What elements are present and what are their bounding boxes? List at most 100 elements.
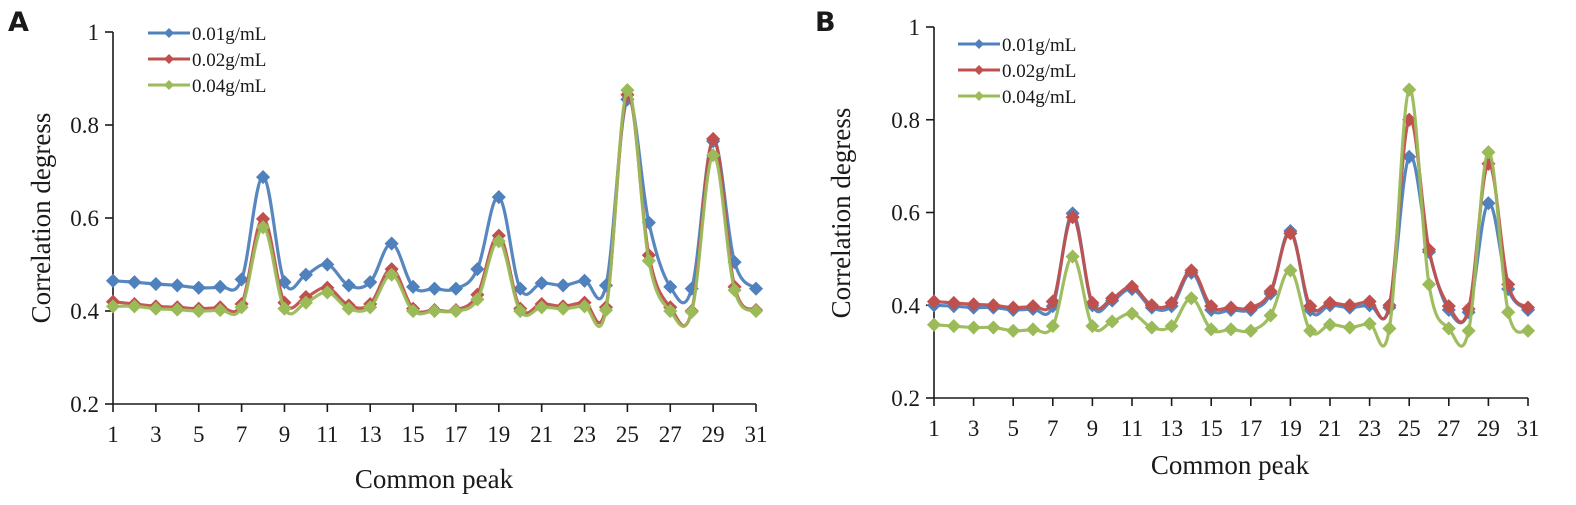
data-point-marker bbox=[986, 320, 1001, 335]
legend-marker-icon bbox=[164, 28, 174, 38]
x-tick-label-a: 21 bbox=[530, 422, 553, 447]
legend-item: 0.04g/mL bbox=[148, 76, 266, 97]
data-point-marker bbox=[298, 295, 313, 310]
data-point-marker bbox=[170, 302, 185, 317]
y-axis-title-a: Correlation degress bbox=[26, 113, 56, 324]
data-point-marker bbox=[234, 272, 249, 287]
data-point-marker bbox=[1085, 295, 1100, 310]
data-point-marker bbox=[1402, 82, 1417, 97]
x-tick-label-b: 5 bbox=[1007, 416, 1019, 441]
data-point-marker bbox=[448, 281, 463, 296]
series-line bbox=[112, 93, 758, 328]
data-point-marker bbox=[1204, 322, 1219, 337]
data-point-marker bbox=[1362, 316, 1377, 331]
legend-item: 0.01g/mL bbox=[148, 24, 266, 45]
data-point-marker bbox=[620, 83, 635, 98]
data-point-marker bbox=[1243, 323, 1258, 338]
data-point-marker bbox=[1065, 249, 1080, 264]
data-point-marker bbox=[1303, 323, 1318, 338]
x-tick-label-a: 29 bbox=[702, 422, 725, 447]
data-point-marker bbox=[1322, 295, 1338, 310]
legend-marker-icon bbox=[974, 91, 984, 101]
data-point-marker bbox=[513, 281, 528, 296]
data-point-marker bbox=[706, 148, 721, 163]
x-tick-label-a: 9 bbox=[279, 422, 291, 447]
data-point-marker bbox=[170, 278, 185, 293]
data-point-marker bbox=[1105, 314, 1120, 329]
panel-label-b: B bbox=[815, 7, 836, 38]
data-point-marker bbox=[341, 301, 356, 316]
x-tick-label-b: 19 bbox=[1279, 416, 1302, 441]
x-tick-label-a: 23 bbox=[573, 422, 596, 447]
series-line bbox=[112, 97, 758, 305]
legend-marker-icon bbox=[974, 39, 984, 49]
data-point-marker bbox=[1045, 319, 1060, 334]
y-tick-label-b: 0.4 bbox=[891, 293, 920, 318]
data-point-marker bbox=[427, 281, 442, 296]
x-tick-label-b: 17 bbox=[1239, 416, 1262, 441]
series-0-02g-ml-b bbox=[926, 112, 1536, 324]
axes-a: 0.20.40.60.811 3 5 7 9 11 13 15 17 19 21 23 25 27 29 31 bbox=[70, 20, 767, 447]
data-point-marker bbox=[534, 300, 549, 315]
x-tick-label-a: 13 bbox=[359, 422, 382, 447]
series-line bbox=[933, 154, 1530, 325]
data-point-marker bbox=[127, 275, 142, 290]
data-point-marker bbox=[1124, 306, 1140, 321]
data-point-marker bbox=[213, 279, 228, 294]
data-point-marker bbox=[1283, 226, 1298, 241]
data-point-marker bbox=[191, 280, 206, 295]
data-point-marker bbox=[213, 303, 228, 318]
data-point-marker bbox=[1362, 294, 1377, 309]
legend-marker-icon bbox=[164, 80, 174, 90]
x-tick-label-b: 25 bbox=[1398, 416, 1421, 441]
series-layer-a bbox=[105, 83, 764, 329]
x-tick-label-a: 27 bbox=[659, 422, 682, 447]
data-point-marker bbox=[598, 303, 614, 318]
data-point-marker bbox=[277, 275, 292, 290]
data-point-marker bbox=[727, 283, 742, 298]
legend-label: 0.04g/mL bbox=[192, 76, 266, 97]
data-point-marker bbox=[1481, 196, 1496, 211]
data-point-marker bbox=[320, 285, 335, 300]
data-point-marker bbox=[1501, 305, 1516, 320]
data-point-marker bbox=[748, 303, 764, 319]
series-line bbox=[933, 87, 1530, 348]
data-point-marker bbox=[127, 299, 142, 314]
x-tick-label-b: 23 bbox=[1358, 416, 1381, 441]
data-point-marker bbox=[1243, 300, 1258, 315]
data-point-marker bbox=[1045, 294, 1060, 309]
data-point-marker bbox=[384, 267, 399, 282]
x-tick-label-b: 9 bbox=[1087, 416, 1099, 441]
legend-item: 0.01g/mL bbox=[958, 35, 1076, 56]
data-point-marker bbox=[277, 301, 292, 316]
data-point-marker bbox=[1164, 319, 1179, 334]
x-tick-label-a: 11 bbox=[316, 422, 338, 447]
data-point-marker bbox=[191, 303, 206, 319]
data-point-marker bbox=[1303, 299, 1318, 314]
x-tick-label-b: 21 bbox=[1319, 416, 1342, 441]
data-point-marker bbox=[298, 267, 313, 282]
data-point-marker bbox=[148, 276, 163, 292]
data-point-marker bbox=[946, 295, 961, 310]
data-point-marker bbox=[234, 300, 249, 315]
x-tick-label-a: 15 bbox=[402, 422, 425, 447]
data-point-marker bbox=[255, 220, 271, 235]
data-point-marker bbox=[1006, 300, 1021, 315]
x-tick-label-a: 5 bbox=[193, 422, 205, 447]
data-point-marker bbox=[1223, 322, 1239, 337]
x-tick-label-a: 17 bbox=[444, 422, 467, 447]
y-tick-label-b: 1 bbox=[909, 15, 921, 40]
data-point-marker bbox=[577, 299, 592, 314]
data-point-marker bbox=[986, 298, 1001, 313]
data-point-marker bbox=[556, 278, 571, 293]
y-tick-label-b: 0.6 bbox=[891, 201, 920, 226]
data-point-marker bbox=[427, 303, 442, 319]
data-point-marker bbox=[1481, 145, 1496, 160]
data-point-marker bbox=[684, 304, 699, 319]
data-point-marker bbox=[556, 301, 571, 316]
data-point-marker bbox=[1461, 323, 1476, 338]
axes-b: 0.20.40.60.811 3 5 7 9 11 13 15 17 19 21 23 25 27 29 31 bbox=[891, 15, 1539, 441]
data-point-marker bbox=[1144, 298, 1159, 313]
data-point-marker bbox=[406, 279, 421, 294]
